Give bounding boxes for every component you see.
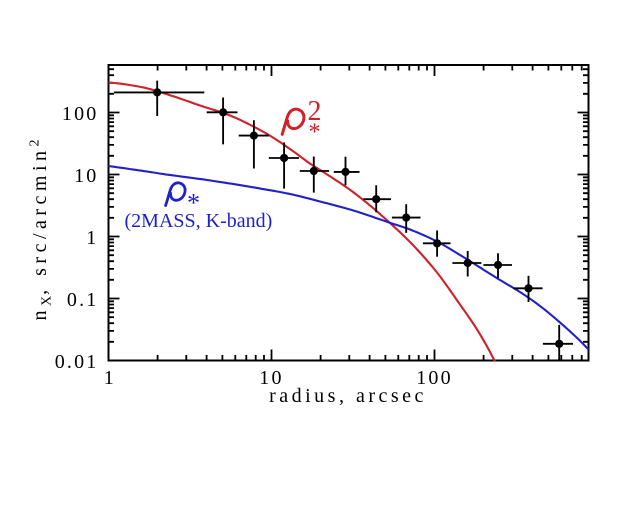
svg-text:1: 1	[86, 227, 98, 249]
svg-text:*: *	[309, 119, 321, 145]
svg-text:0.1: 0.1	[67, 289, 99, 311]
svg-text:nX, src/arcmin2: nX, src/arcmin2	[28, 135, 55, 321]
svg-text:10: 10	[74, 165, 98, 187]
svg-text:100: 100	[416, 367, 453, 389]
svg-text:1: 1	[104, 367, 116, 389]
svg-text:0.01: 0.01	[55, 351, 99, 373]
svg-text:100: 100	[62, 103, 99, 125]
svg-text:*: *	[187, 189, 200, 218]
svg-text:radius, arcsec: radius, arcsec	[269, 385, 427, 407]
svg-text:10: 10	[259, 367, 283, 389]
svg-text:2: 2	[308, 96, 322, 127]
svg-text:(2MASS, K-band): (2MASS, K-band)	[125, 210, 273, 232]
